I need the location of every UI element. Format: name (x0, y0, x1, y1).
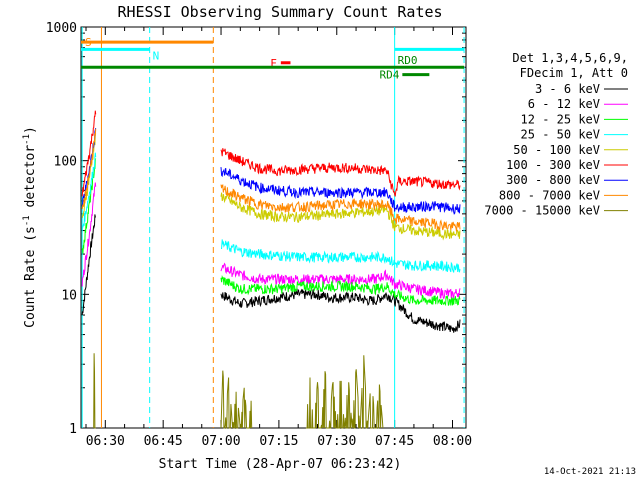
series-line (220, 148, 461, 197)
x-axis-label: Start Time (28-Apr-07 06:23:42) (159, 457, 402, 472)
x-tick-label: 07:15 (259, 434, 298, 449)
x-tick-label: 07:30 (317, 434, 356, 449)
legend-label: 3 - 6 keV (535, 82, 600, 96)
series-line (220, 288, 461, 333)
legend: Det 1,3,4,5,6,9, FDecim 1, Att 0 3 - 6 k… (484, 51, 628, 218)
series-line (305, 355, 384, 429)
series-line (81, 110, 97, 197)
y-tick-label: 10 (61, 288, 77, 303)
series-line (81, 214, 97, 316)
series-line (93, 353, 96, 429)
series-0 (81, 214, 461, 333)
legend-label: 100 - 300 keV (506, 158, 600, 172)
series-line (220, 262, 461, 300)
series-7 (81, 128, 461, 232)
x-tick-label: 08:00 (433, 434, 472, 449)
series-line (81, 182, 97, 287)
flag-label: N (153, 49, 160, 62)
flag-label: RD0 (398, 54, 418, 67)
series-line (221, 239, 461, 273)
series-3 (81, 152, 461, 273)
series-line (220, 184, 461, 232)
x-tick-label: 07:45 (375, 434, 414, 449)
legend-label: 7000 - 15000 keV (484, 204, 600, 218)
legend-label: 12 - 25 keV (521, 112, 600, 126)
series-line (81, 152, 97, 231)
legend-label: 6 - 12 keV (528, 97, 600, 111)
plot-area: 1 10 100 1000 06:30 06:45 07:00 07:15 07:30 07:45… (46, 21, 472, 449)
x-tick-label: 07:00 (201, 434, 240, 449)
flag-label: S (85, 36, 92, 49)
legend-header-line-2: FDecim 1, Att 0 (520, 66, 628, 80)
y-axis-label-sup2: -1 (22, 134, 32, 145)
x-tick-label: 06:30 (86, 434, 125, 449)
flag-label: F (270, 57, 277, 70)
series-line (220, 370, 253, 429)
x-tick-label: 06:45 (144, 434, 183, 449)
y-axis-label-main: Count Rate (s (23, 226, 38, 328)
series-5 (81, 110, 461, 197)
y-axis-label-tail: detector (23, 145, 38, 216)
series-line (220, 274, 461, 307)
legend-label: 25 - 50 keV (521, 128, 600, 142)
legend-label: 300 - 800 keV (506, 173, 600, 187)
y-axis-label: Count Rate (s-1 detector-1) (22, 126, 38, 328)
legend-header-line-1: Det 1,3,4,5,6,9, (512, 51, 628, 65)
y-tick-label: 1 (69, 422, 77, 437)
timestamp: 14-Oct-2021 21:13 (544, 467, 636, 477)
flag-label: RD4 (379, 69, 399, 82)
series-1 (81, 182, 461, 300)
y-axis-label-sup: -1 (22, 215, 32, 226)
series-8 (93, 353, 384, 429)
series-line (220, 192, 461, 241)
y-tick-label: 1000 (46, 21, 77, 36)
chart-title: RHESSI Observing Summary Count Rates (117, 3, 442, 21)
series-line (220, 167, 461, 215)
plot-frame (80, 26, 467, 429)
y-tick-label: 100 (54, 155, 77, 170)
y-axis-label-end: ) (23, 126, 38, 134)
series-6 (81, 127, 461, 215)
series-line (81, 128, 97, 210)
legend-label: 50 - 100 keV (513, 143, 600, 157)
legend-label: 800 - 7000 keV (499, 188, 600, 202)
